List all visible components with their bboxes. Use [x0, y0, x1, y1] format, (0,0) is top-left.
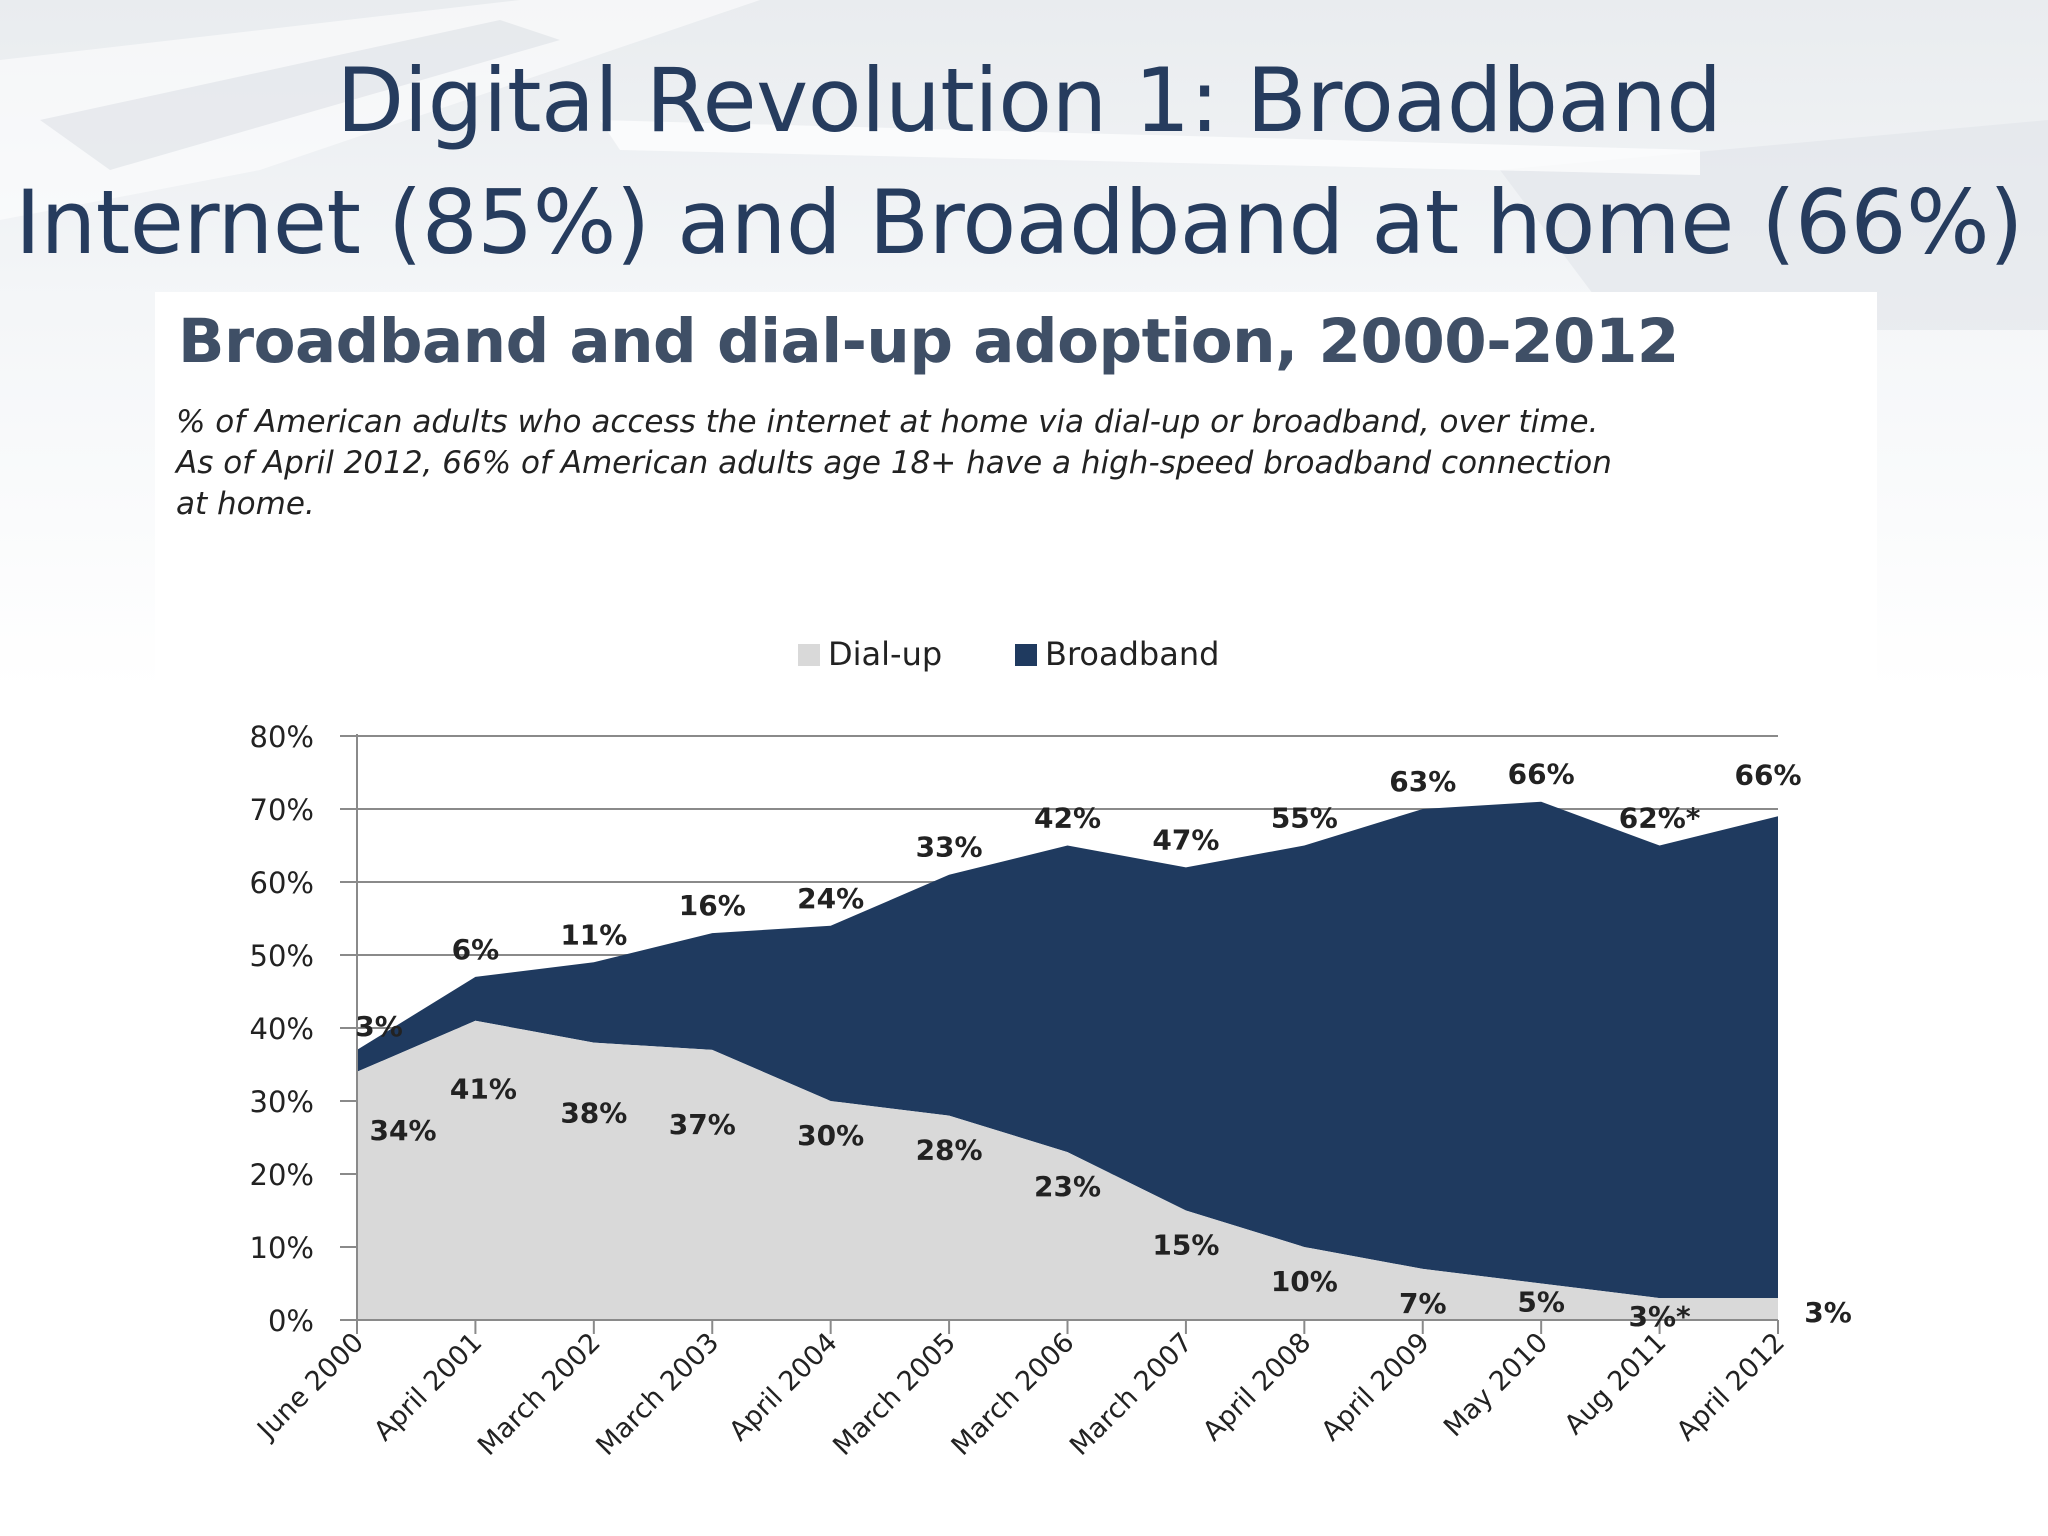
broadband-data-label: 24%: [797, 882, 864, 915]
broadband-data-label: 47%: [1152, 823, 1219, 856]
dialup-data-label: 3%*: [1628, 1300, 1691, 1333]
x-tick-label: March 2003: [590, 1327, 725, 1462]
dialup-data-label: 15%: [1152, 1229, 1219, 1262]
x-tick-label: April 2012: [1671, 1327, 1791, 1447]
chart-subtitle-line-2: As of April 2012, 66% of American adults…: [176, 445, 1612, 481]
y-tick-label: 80%: [250, 720, 314, 754]
x-tick-label: Aug 2011: [1559, 1327, 1673, 1441]
slide-title-line-2: Internet (85%) and Broadband at home (66…: [15, 171, 2023, 274]
dialup-data-label: 38%: [560, 1097, 627, 1130]
x-tick-label: March 2007: [1064, 1327, 1199, 1462]
dialup-data-label: 5%: [1517, 1286, 1565, 1319]
dialup-data-label: 3%: [1804, 1296, 1852, 1329]
broadband-area: [357, 801, 1778, 1299]
x-tick-label: April 2001: [368, 1327, 488, 1447]
broadband-data-label: 6%: [452, 933, 500, 966]
dialup-data-label: 30%: [797, 1119, 864, 1152]
dialup-data-label: 41%: [450, 1073, 517, 1106]
broadband-data-label: 42%: [1034, 802, 1101, 835]
x-tick-label: April 2009: [1315, 1327, 1435, 1447]
chart-subtitle-line-3: at home.: [176, 486, 315, 522]
chart-title: Broadband and dial-up adoption, 2000-201…: [178, 306, 1679, 377]
legend-swatch-dialup: [798, 644, 820, 666]
dialup-data-label: 23%: [1034, 1170, 1101, 1203]
x-tick-label: March 2002: [472, 1327, 607, 1462]
broadband-data-label: 63%: [1389, 765, 1456, 798]
x-tick-label: April 2008: [1197, 1327, 1317, 1447]
y-tick-label: 50%: [250, 939, 314, 973]
dialup-data-label: 10%: [1271, 1265, 1338, 1298]
legend-label-broadband: Broadband: [1045, 635, 1219, 673]
y-tick-label: 70%: [250, 793, 314, 827]
broadband-data-label: 16%: [679, 889, 746, 922]
slide-title: Digital Revolution 1: Broadband Internet…: [0, 40, 2048, 284]
legend-label-dialup: Dial-up: [828, 635, 942, 673]
chart-subtitle: % of American adults who access the inte…: [176, 402, 1876, 525]
legend-swatch-broadband: [1015, 644, 1037, 666]
chart-subtitle-line-1: % of American adults who access the inte…: [176, 404, 1599, 440]
y-tick-label: 10%: [250, 1231, 314, 1265]
broadband-data-label: 33%: [916, 831, 983, 864]
broadband-data-label: 55%: [1271, 802, 1338, 835]
broadband-data-label: 3%: [355, 1010, 403, 1043]
x-tick-label: May 2010: [1438, 1327, 1554, 1443]
dialup-area: [357, 1020, 1778, 1320]
y-tick-label: 0%: [268, 1304, 314, 1338]
dialup-data-label: 28%: [916, 1134, 983, 1167]
x-tick-label: March 2006: [946, 1327, 1081, 1462]
y-tick-label: 60%: [250, 866, 314, 900]
dialup-data-label: 7%: [1399, 1287, 1447, 1320]
x-tick-label: April 2004: [723, 1327, 843, 1447]
broadband-data-label: 62%*: [1619, 802, 1701, 835]
y-tick-label: 30%: [250, 1085, 314, 1119]
slide-title-line-1: Digital Revolution 1: Broadband: [336, 49, 1722, 152]
x-tick-label: June 2000: [250, 1327, 370, 1447]
dialup-data-label: 37%: [669, 1108, 736, 1141]
broadband-data-label: 66%: [1734, 758, 1801, 791]
broadband-data-label: 11%: [560, 918, 627, 951]
y-tick-label: 40%: [250, 1012, 314, 1046]
y-tick-label: 20%: [250, 1158, 314, 1192]
dialup-data-label: 34%: [369, 1114, 436, 1147]
broadband-data-label: 66%: [1508, 758, 1575, 791]
x-tick-label: March 2005: [827, 1327, 962, 1462]
